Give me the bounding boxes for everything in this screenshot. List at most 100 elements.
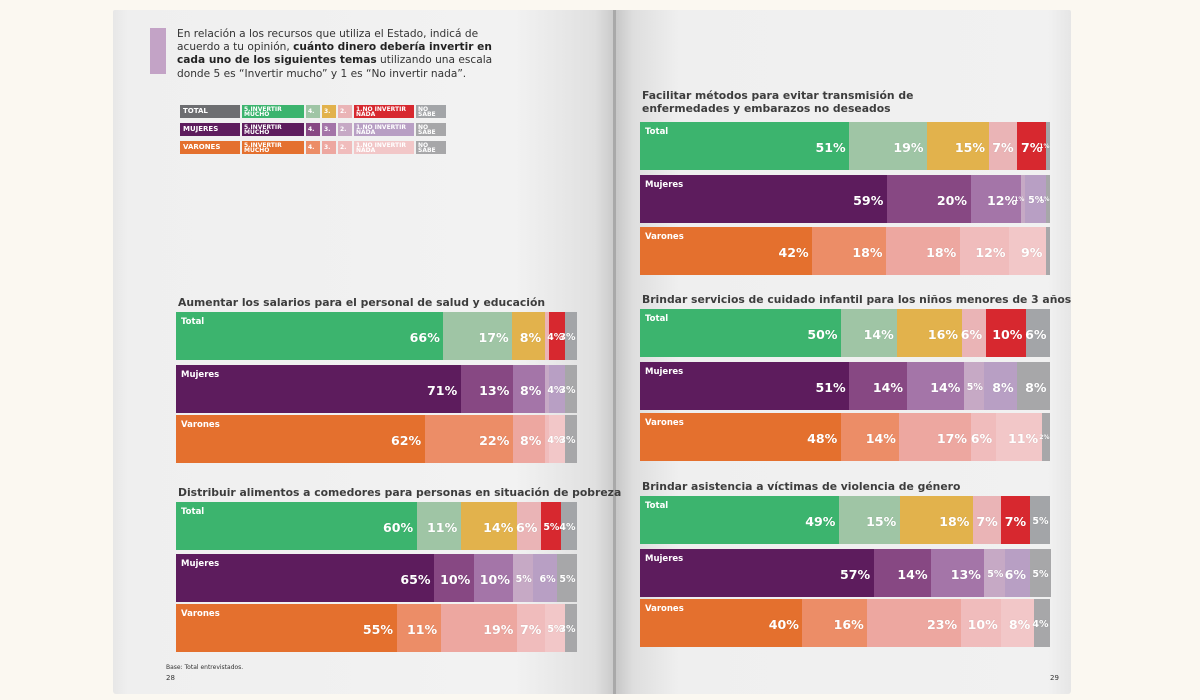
row-label: Total bbox=[645, 127, 669, 137]
legend-swatch: 3. bbox=[322, 123, 336, 136]
data-label: 11% bbox=[1007, 431, 1039, 446]
data-label: 4% bbox=[547, 435, 564, 446]
row-label: Varones bbox=[181, 609, 220, 619]
data-label: 5% bbox=[966, 382, 983, 393]
row-label: Total bbox=[645, 314, 669, 324]
bar-segment: 10% bbox=[473, 554, 514, 602]
bar-segment: 12% bbox=[959, 227, 1010, 275]
data-label: 50% bbox=[807, 327, 838, 342]
intro-text-bold: cuánto dinero debería invertir en cada u… bbox=[177, 41, 492, 67]
data-label: 66% bbox=[409, 330, 440, 345]
data-label: 4% bbox=[547, 385, 564, 396]
data-label: 17% bbox=[936, 431, 967, 446]
bar-segment bbox=[544, 365, 550, 413]
legend-group-label: VARONES bbox=[180, 141, 240, 154]
bar-row-varones: 42% 18% 18% 12% 9% Varones bbox=[640, 227, 1051, 275]
page-number-right: 29 bbox=[1050, 674, 1059, 682]
data-label: 71% bbox=[427, 383, 458, 398]
bar-segment: 1% bbox=[1039, 122, 1051, 170]
data-label: 11% bbox=[427, 520, 458, 535]
bar-segment: 12% bbox=[970, 175, 1022, 223]
data-label: 5% bbox=[1032, 569, 1049, 580]
bar-segment: 40% bbox=[640, 599, 803, 647]
chart-title: Brindar servicios de cuidado infantil pa… bbox=[642, 293, 1072, 306]
data-label: 8% bbox=[1008, 617, 1031, 632]
bar-segment: 16% bbox=[802, 599, 868, 647]
bar-row-mujeres: 65% 10% 10% 5% 6% 5% Mujeres bbox=[176, 554, 578, 602]
data-label: 8% bbox=[992, 380, 1014, 395]
row-label: Varones bbox=[645, 604, 684, 614]
row-label: Total bbox=[181, 317, 205, 327]
data-label: 9% bbox=[1021, 245, 1043, 260]
bar-segment: 5% bbox=[963, 362, 985, 410]
data-label: 57% bbox=[840, 567, 871, 582]
bar-row-total: 60% 11% 14% 6% 5% 4% Total bbox=[176, 502, 578, 550]
legend-swatch: NO SABE bbox=[416, 105, 446, 118]
bar-segment: 5% bbox=[544, 604, 566, 652]
bar-segment: 71% bbox=[176, 365, 462, 413]
bar-segment: 6% bbox=[1025, 309, 1051, 357]
data-label: 55% bbox=[362, 622, 394, 637]
bar-segment: 7% bbox=[1017, 122, 1047, 170]
data-label: 14% bbox=[863, 327, 894, 342]
bar-segment: 5% bbox=[557, 554, 578, 602]
intro-text-post: utilizando una escala donde 5 es “Invert… bbox=[177, 54, 493, 80]
data-label: 4% bbox=[547, 332, 564, 343]
bar-segment: 42% bbox=[640, 227, 813, 275]
intro-text: En relación a los recursos que utiliza e… bbox=[177, 28, 517, 81]
bar-segment: 4% bbox=[547, 415, 566, 463]
bar-segment: 4% bbox=[547, 312, 566, 360]
data-label: 5% bbox=[543, 522, 560, 533]
bar-segment: 10% bbox=[960, 599, 1002, 647]
data-label: 18% bbox=[926, 245, 957, 260]
data-label: 8% bbox=[1025, 380, 1047, 395]
data-label: 4% bbox=[559, 522, 576, 533]
bar-segment: 5% bbox=[1024, 175, 1047, 223]
bar-segment: 4% bbox=[1032, 599, 1051, 647]
base-note: Base: Total entrevistados. bbox=[166, 664, 244, 671]
chart-title: Brindar asistencia a víctimas de violenc… bbox=[642, 480, 961, 493]
bar-segment: 6% bbox=[533, 554, 558, 602]
data-label: 20% bbox=[936, 193, 967, 208]
bar-row-varones: 55% 11% 19% 7% 5% 3% Varones bbox=[176, 604, 578, 652]
bar-segment: 14% bbox=[906, 362, 965, 410]
data-label: 7% bbox=[976, 514, 998, 529]
bar-segment: 2% bbox=[1039, 413, 1051, 461]
data-label: 10% bbox=[992, 327, 1023, 342]
bar-segment: 60% bbox=[176, 502, 418, 550]
bar-segment: 8% bbox=[1001, 599, 1035, 647]
bar-segment: 5% bbox=[513, 554, 534, 602]
data-label: 16% bbox=[927, 327, 959, 342]
bar-segment: 17% bbox=[443, 312, 513, 360]
bar-segment: 7% bbox=[988, 122, 1018, 170]
legend-row-varones: VARONES 5.INVERTIR MUCHO 4. 3. 2. 1.NO INVERT… bbox=[180, 141, 448, 154]
bar-segment: 5% bbox=[984, 549, 1006, 597]
data-label: 18% bbox=[939, 514, 970, 529]
data-label: 5% bbox=[1032, 516, 1049, 527]
bar-row-mujeres: 51% 14% 14% 5% 8% 8% Mujeres bbox=[640, 362, 1051, 410]
intro-text-pre: En relación a los recursos que utiliza e… bbox=[177, 28, 479, 54]
row-label: Mujeres bbox=[181, 559, 220, 569]
bar-segment: 8% bbox=[1017, 362, 1051, 410]
bar-segment: 8% bbox=[512, 365, 546, 413]
bar-segment: 19% bbox=[849, 122, 928, 170]
bar-segment: 8% bbox=[984, 362, 1018, 410]
data-label: 8% bbox=[520, 383, 542, 398]
data-label: 62% bbox=[390, 433, 422, 448]
data-label: 51% bbox=[815, 140, 846, 155]
bar-row-total: 66% 17% 8% 4% 3% Total bbox=[176, 312, 578, 360]
bar-segment: 1% bbox=[1014, 175, 1026, 223]
data-label: 3% bbox=[559, 624, 576, 635]
bar-segment: 9% bbox=[1009, 227, 1047, 275]
bar-segment: 15% bbox=[927, 122, 989, 170]
data-label: 15% bbox=[866, 514, 897, 529]
bar-segment: 11% bbox=[416, 502, 462, 550]
legend-swatch: 1.NO INVERTIR NADA bbox=[354, 105, 414, 118]
bar-segment: 14% bbox=[460, 502, 518, 550]
bar-segment: 1% bbox=[1039, 175, 1051, 223]
bar-segment: 7% bbox=[516, 604, 546, 652]
bar-segment: 18% bbox=[812, 227, 887, 275]
bar-segment: 14% bbox=[873, 549, 932, 597]
data-label: 49% bbox=[805, 514, 836, 529]
bar-row-total: 49% 15% 18% 7% 7% 5% Total bbox=[640, 496, 1051, 544]
